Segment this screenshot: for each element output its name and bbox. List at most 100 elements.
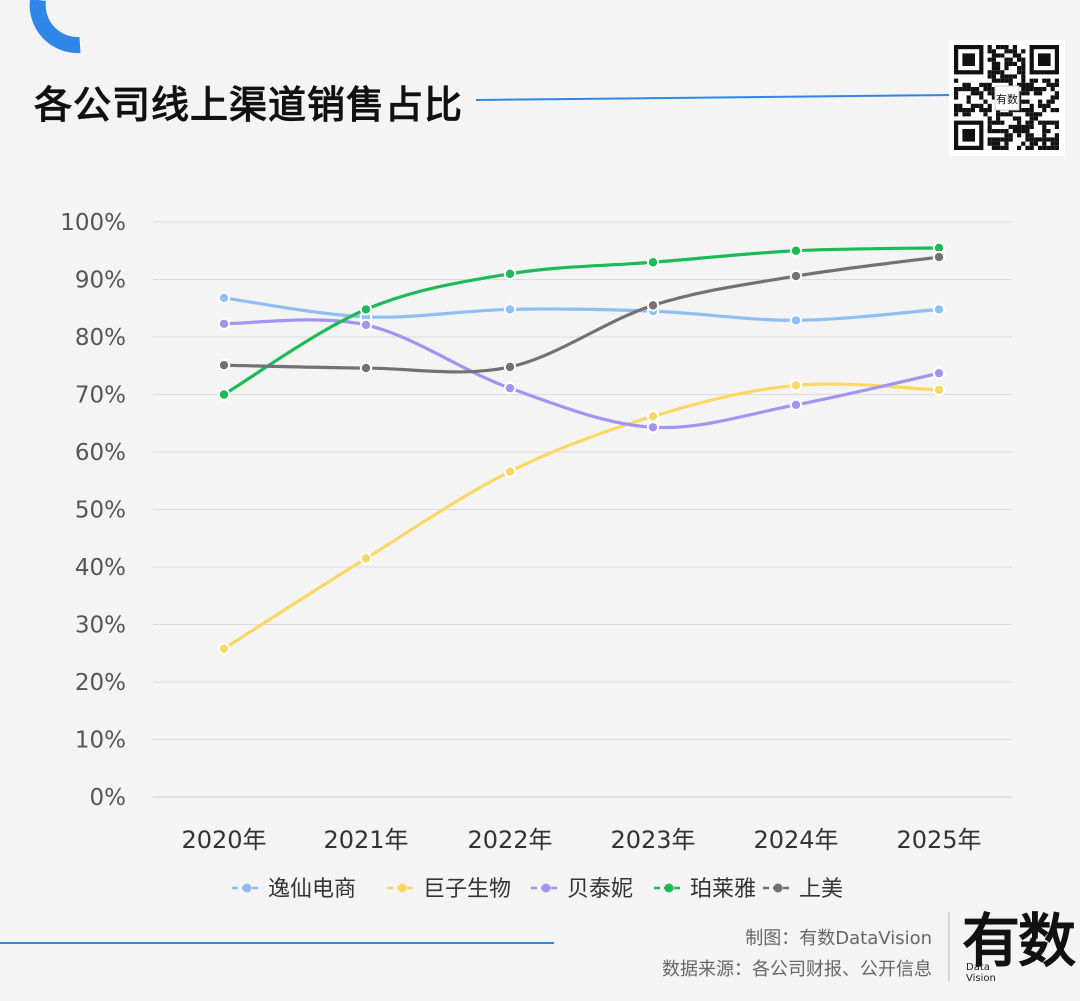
qr-module [1012, 116, 1017, 121]
data-point [932, 250, 946, 264]
series-line [222, 246, 941, 397]
data-point [503, 267, 517, 280]
qr-module [1046, 129, 1051, 134]
qr-module [958, 87, 963, 92]
qr-module [1000, 112, 1005, 117]
qr-module [987, 91, 992, 96]
data-point [217, 358, 231, 372]
legend-item: 上美 [763, 877, 843, 902]
qr-module [1033, 137, 1038, 142]
data-point [646, 256, 660, 269]
qr-module [983, 99, 988, 104]
qr-module [1038, 145, 1043, 150]
qr-module [1050, 141, 1055, 146]
qr-module [1021, 57, 1026, 62]
qr-module [1042, 124, 1047, 129]
qr-module [1042, 120, 1047, 125]
legend-label: 巨子生物 [423, 877, 511, 902]
qr-module [1050, 99, 1055, 104]
qr-module [1029, 124, 1034, 129]
qr-module [1046, 103, 1051, 108]
qr-module [1054, 78, 1059, 83]
y-tick-label: 50% [75, 498, 126, 524]
data-point [789, 244, 803, 257]
qr-module [1038, 137, 1043, 142]
legend-swatch-dot [242, 883, 252, 893]
qr-module [1017, 57, 1022, 62]
qr-module [1042, 108, 1047, 113]
qr-module [1042, 145, 1047, 150]
data-point [646, 299, 660, 312]
qr-module [1054, 137, 1059, 142]
qr-module [1004, 112, 1009, 117]
qr-module [970, 91, 975, 96]
data-point [932, 367, 946, 380]
qr-module [1021, 82, 1026, 87]
qr-module [1008, 57, 1013, 62]
qr-module [987, 141, 992, 146]
brand-logo-sub-line-1: Data [966, 962, 990, 973]
qr-module [1000, 70, 1005, 75]
qr-module [1021, 74, 1026, 79]
qr-module [1017, 145, 1022, 150]
qr-module [1017, 129, 1022, 134]
qr-module [1029, 78, 1034, 83]
brand-logo-subtitle: Data Vision [966, 962, 996, 984]
qr-module [1021, 108, 1026, 113]
qr-module [1000, 53, 1005, 58]
qr-module [1050, 120, 1055, 125]
qr-module [991, 141, 996, 146]
qr-module [991, 145, 996, 150]
qr-module [1050, 87, 1055, 92]
qr-module [996, 70, 1001, 75]
qr-module [958, 103, 963, 108]
y-axis-ticks: 0% 10% 20% 30% 40% 50% 60% 70% 80% 90% 100% [60, 210, 126, 811]
qr-module [958, 108, 963, 113]
qr-module [991, 70, 996, 75]
qr-module [1021, 61, 1026, 66]
data-point [217, 291, 231, 305]
qr-module [979, 103, 984, 108]
qr-module [1029, 103, 1034, 108]
qr-module [987, 116, 992, 121]
qr-code[interactable]: 有数 [949, 40, 1065, 156]
data-point [789, 379, 803, 392]
qr-module [966, 112, 971, 117]
qr-module [1021, 124, 1026, 129]
qr-module [991, 87, 996, 92]
x-tick-label: 2024年 [753, 826, 838, 854]
qr-module [975, 103, 980, 108]
qr-module [1038, 91, 1043, 96]
qr-module [1025, 137, 1030, 142]
data-point [932, 383, 946, 397]
y-tick-label: 40% [75, 555, 126, 581]
qr-module [975, 87, 980, 92]
qr-module [1017, 133, 1022, 138]
series-line [222, 255, 941, 374]
qr-module [1021, 141, 1026, 146]
qr-module [991, 91, 996, 96]
chart-legend: 逸仙电商 巨子生物 贝泰妮 珀莱雅 上美 [232, 877, 843, 902]
data-point [503, 360, 517, 374]
legend-label: 逸仙电商 [268, 877, 356, 902]
qr-finder [962, 129, 975, 142]
series-4 [217, 241, 946, 401]
qr-module [966, 87, 971, 92]
qr-module [1050, 82, 1055, 87]
qr-module [1008, 133, 1013, 138]
legend-label: 上美 [799, 877, 843, 902]
qr-module [979, 82, 984, 87]
qr-module [1008, 49, 1013, 54]
x-tick-label: 2021年 [323, 826, 408, 854]
qr-module [996, 53, 1001, 58]
legend-swatch-dot [664, 883, 674, 893]
data-point [789, 398, 803, 412]
qr-module [1025, 133, 1030, 138]
qr-module [1054, 82, 1059, 87]
legend-swatch-dot [541, 883, 551, 893]
qr-module [987, 137, 992, 142]
legend-item: 巨子生物 [387, 877, 511, 902]
legend-item: 贝泰妮 [531, 877, 633, 902]
qr-module [962, 108, 967, 113]
data-point [503, 303, 517, 316]
